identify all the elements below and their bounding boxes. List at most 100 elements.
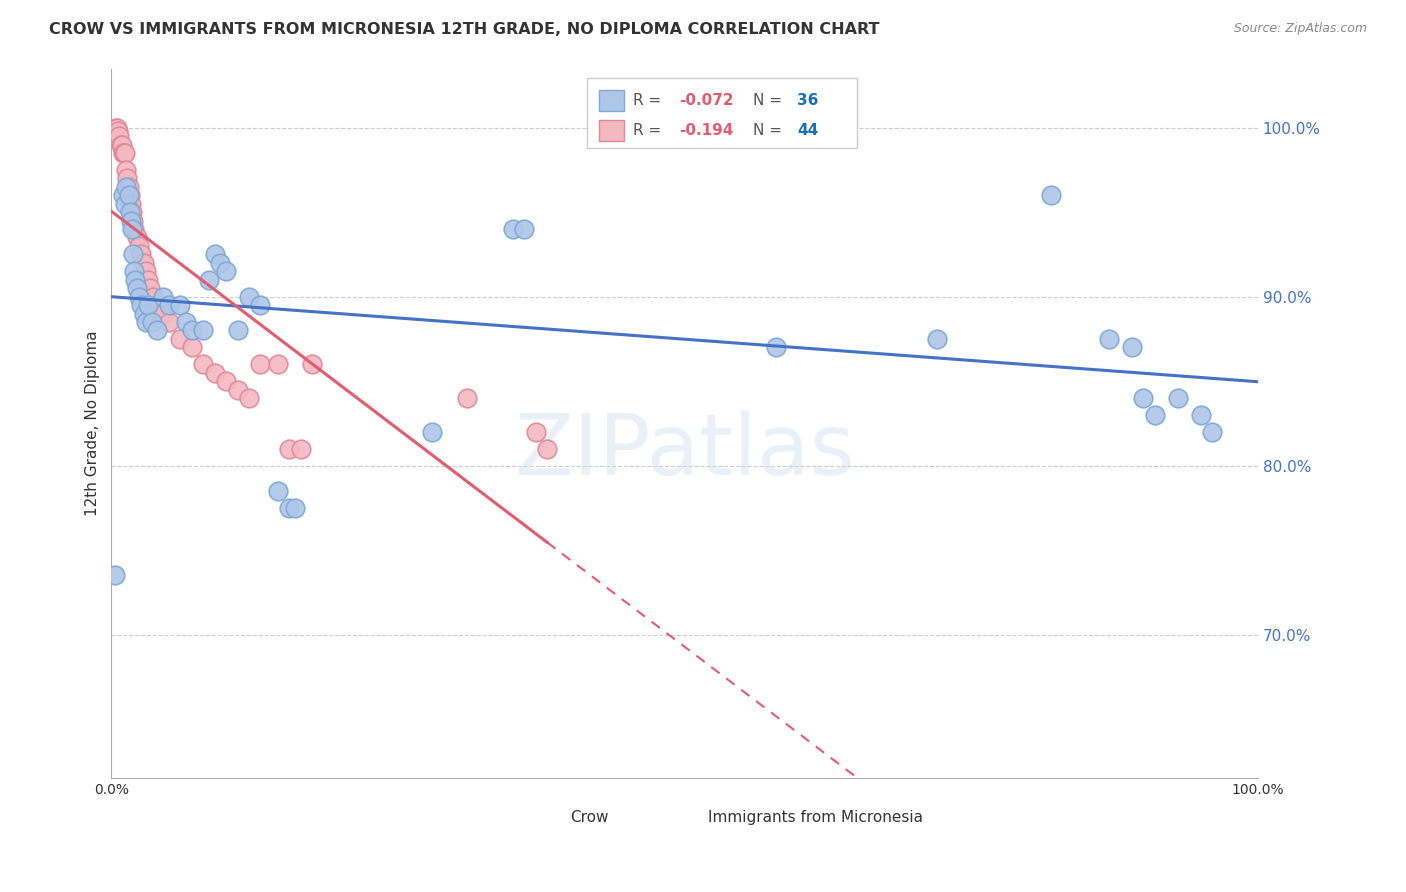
Text: R =: R =: [633, 93, 666, 108]
Point: [136, 273, 159, 287]
Point: [104, 568, 127, 582]
Point: [117, 188, 139, 202]
Point: [1143, 408, 1166, 422]
Point: [141, 315, 163, 329]
Point: [129, 247, 152, 261]
Point: [120, 213, 142, 227]
Text: 36: 36: [797, 93, 818, 108]
Point: [146, 323, 169, 337]
Point: [157, 315, 180, 329]
Point: [513, 222, 536, 236]
Point: [169, 332, 191, 346]
Point: [157, 298, 180, 312]
Point: [1201, 425, 1223, 439]
Point: [135, 315, 157, 329]
Point: [301, 357, 323, 371]
Point: [128, 290, 150, 304]
FancyBboxPatch shape: [673, 806, 699, 828]
Point: [204, 247, 226, 261]
Point: [120, 196, 142, 211]
Text: CROW VS IMMIGRANTS FROM MICRONESIA 12TH GRADE, NO DIPLOMA CORRELATION CHART: CROW VS IMMIGRANTS FROM MICRONESIA 12TH …: [49, 22, 880, 37]
Point: [536, 442, 558, 456]
Point: [129, 298, 152, 312]
Point: [226, 323, 249, 337]
Point: [107, 124, 129, 138]
Point: [174, 315, 197, 329]
Point: [118, 205, 141, 219]
Point: [108, 129, 131, 144]
Point: [124, 222, 146, 236]
Point: [117, 179, 139, 194]
Point: [142, 290, 165, 304]
Point: [105, 120, 128, 135]
Point: [118, 188, 141, 202]
Point: [215, 264, 238, 278]
Text: N =: N =: [754, 123, 787, 137]
Point: [238, 290, 260, 304]
Point: [152, 290, 174, 304]
Point: [146, 298, 169, 312]
FancyBboxPatch shape: [536, 806, 561, 828]
Point: [114, 196, 136, 211]
Point: [128, 239, 150, 253]
Point: [180, 323, 202, 337]
Y-axis label: 12th Grade, No Diploma: 12th Grade, No Diploma: [86, 331, 100, 516]
Point: [122, 213, 145, 227]
Point: [122, 247, 145, 261]
Point: [191, 357, 214, 371]
Point: [115, 179, 138, 194]
Point: [115, 162, 138, 177]
Point: [290, 442, 312, 456]
Point: [180, 340, 202, 354]
Text: Immigrants from Micronesia: Immigrants from Micronesia: [707, 810, 922, 825]
Point: [1167, 391, 1189, 405]
Point: [226, 383, 249, 397]
Point: [152, 306, 174, 320]
Point: [215, 374, 238, 388]
Point: [249, 357, 271, 371]
Text: Crow: Crow: [569, 810, 609, 825]
Text: ZIPatlas: ZIPatlas: [515, 410, 855, 493]
Point: [266, 483, 288, 498]
Point: [139, 281, 162, 295]
Point: [132, 306, 155, 320]
Point: [456, 391, 478, 405]
Text: Source: ZipAtlas.com: Source: ZipAtlas.com: [1233, 22, 1367, 36]
Point: [524, 425, 547, 439]
Point: [114, 146, 136, 161]
Point: [125, 230, 148, 244]
Point: [191, 323, 214, 337]
Text: 44: 44: [797, 123, 818, 137]
Point: [238, 391, 260, 405]
Point: [1040, 188, 1063, 202]
Point: [117, 171, 139, 186]
Point: [278, 442, 301, 456]
Point: [765, 340, 787, 354]
Point: [132, 256, 155, 270]
Point: [136, 298, 159, 312]
Point: [124, 273, 146, 287]
Point: [1121, 340, 1143, 354]
Point: [209, 256, 232, 270]
Point: [125, 281, 148, 295]
Point: [284, 500, 307, 515]
Text: -0.072: -0.072: [679, 93, 734, 108]
FancyBboxPatch shape: [599, 90, 624, 112]
Point: [502, 222, 524, 236]
Point: [121, 222, 143, 236]
Point: [111, 188, 134, 202]
Text: N =: N =: [754, 93, 787, 108]
Text: R =: R =: [633, 123, 666, 137]
Point: [105, 120, 128, 135]
Point: [925, 332, 948, 346]
Point: [135, 264, 157, 278]
Point: [103, 129, 125, 144]
Point: [422, 425, 444, 439]
Point: [110, 137, 132, 152]
Point: [121, 205, 143, 219]
Point: [111, 137, 134, 152]
Text: -0.194: -0.194: [679, 123, 734, 137]
Point: [111, 146, 134, 161]
FancyBboxPatch shape: [599, 120, 624, 141]
Point: [204, 366, 226, 380]
